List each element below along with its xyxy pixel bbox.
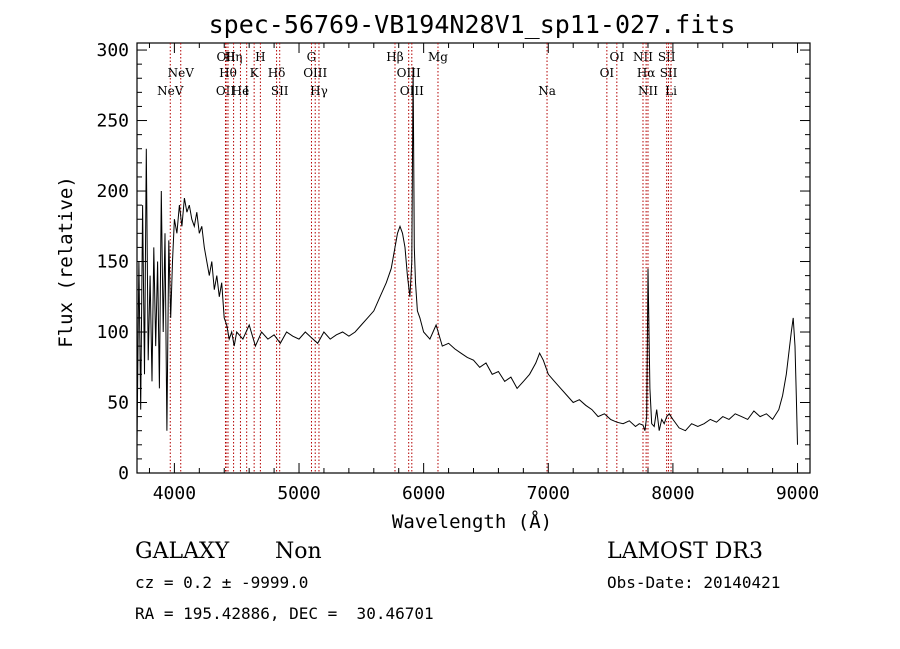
line-marker-label: H (255, 50, 265, 64)
line-marker-label: I (244, 84, 249, 98)
line-marker-label: NII (633, 50, 653, 64)
line-marker-label: He (232, 84, 250, 98)
x-tick-label: 6000 (402, 483, 445, 504)
line-marker-label: Hδ (268, 66, 286, 80)
line-marker-label: Hη (225, 50, 243, 64)
coordinates-readout: RA = 195.42886, DEC = 30.46701 (135, 604, 434, 623)
x-axis-label: Wavelength (Å) (392, 510, 552, 533)
survey-name: LAMOST DR3 (607, 539, 763, 564)
line-marker-label: Hγ (310, 84, 328, 98)
line-marker-label: Li (665, 84, 677, 98)
observation-date: Obs-Date: 20140421 (607, 573, 780, 592)
line-marker-label: Hβ (386, 50, 403, 64)
line-marker-label: SII (271, 84, 289, 98)
y-tick-label: 150 (96, 252, 129, 273)
line-marker-label: OII (216, 84, 236, 98)
x-tick-label: 8000 (651, 483, 694, 504)
line-marker-label: OIII (400, 84, 424, 98)
object-subclass: Non (275, 539, 322, 564)
line-marker-label: Na (538, 84, 556, 98)
redshift-readout: cz = 0.2 ± -9999.0 (135, 573, 308, 592)
line-marker-label: SII (660, 66, 678, 80)
line-marker-label: Hθ (219, 66, 237, 80)
x-axis: 4000 5000 6000 7000 8000 9000 (148, 43, 819, 504)
y-tick-label: 300 (96, 40, 129, 61)
line-marker-label: OI (600, 66, 615, 80)
plot-frame (136, 42, 811, 474)
chart-title: spec-56769-VB194N28V1_sp11-027.fits (209, 10, 736, 39)
object-class: GALAXY (135, 539, 230, 564)
line-marker-label: OIII (303, 66, 327, 80)
y-tick-label: 50 (107, 393, 129, 414)
line-marker-label: G (307, 50, 317, 64)
line-marker-label: NII (638, 84, 658, 98)
x-tick-label: 5000 (277, 483, 320, 504)
x-tick-label: 4000 (153, 483, 196, 504)
line-marker-label: OIII (397, 66, 421, 80)
y-tick-label: 200 (96, 181, 129, 202)
line-marker-label: NeV (168, 66, 195, 80)
y-axis: 0 50 100 150 200 250 300 (96, 40, 810, 484)
y-tick-label: 250 (96, 111, 129, 132)
line-marker-label: OII (216, 50, 236, 64)
line-marker-label: Mg (428, 50, 448, 64)
line-marker-label: Hα (637, 66, 656, 80)
y-tick-label: 100 (96, 322, 129, 343)
line-marker-label: NeV (157, 84, 184, 98)
y-axis-label: Flux (relative) (55, 176, 77, 348)
x-tick-label: 7000 (527, 483, 570, 504)
line-marker-label: OI (610, 50, 625, 64)
y-tick-label: 0 (118, 463, 129, 484)
x-tick-label: 9000 (776, 483, 819, 504)
flux-series-line (136, 66, 798, 445)
line-marker-label: K (250, 66, 260, 80)
